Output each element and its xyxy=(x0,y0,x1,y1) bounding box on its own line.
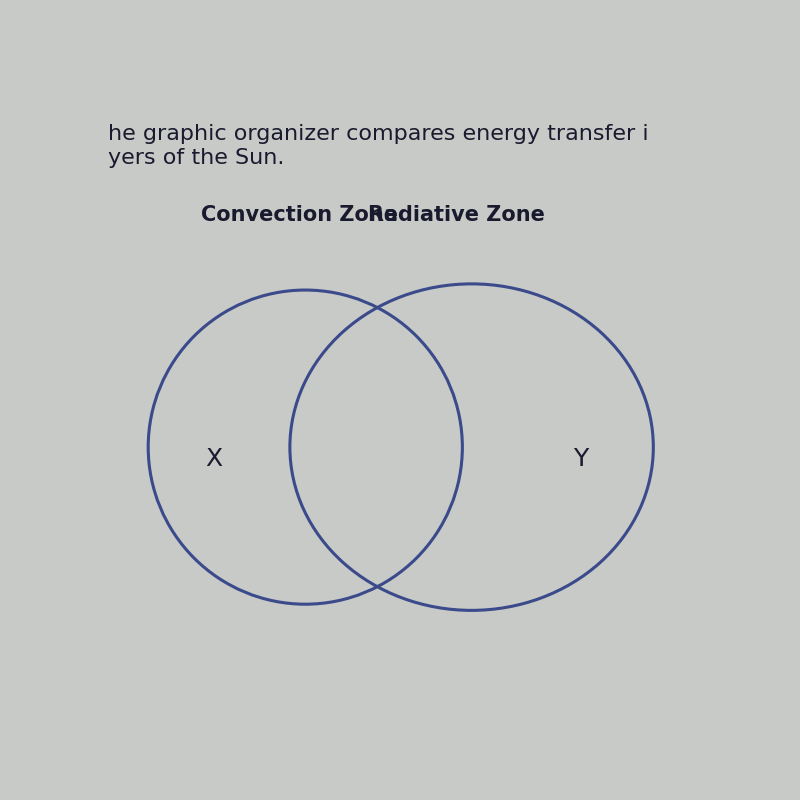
Text: Y: Y xyxy=(573,447,588,471)
Text: yers of the Sun.: yers of the Sun. xyxy=(108,148,285,168)
Text: X: X xyxy=(206,447,222,471)
Text: he graphic organizer compares energy transfer i: he graphic organizer compares energy tra… xyxy=(108,124,649,144)
Text: Convection Zone: Convection Zone xyxy=(201,206,398,226)
Text: Radiative Zone: Radiative Zone xyxy=(368,206,545,226)
